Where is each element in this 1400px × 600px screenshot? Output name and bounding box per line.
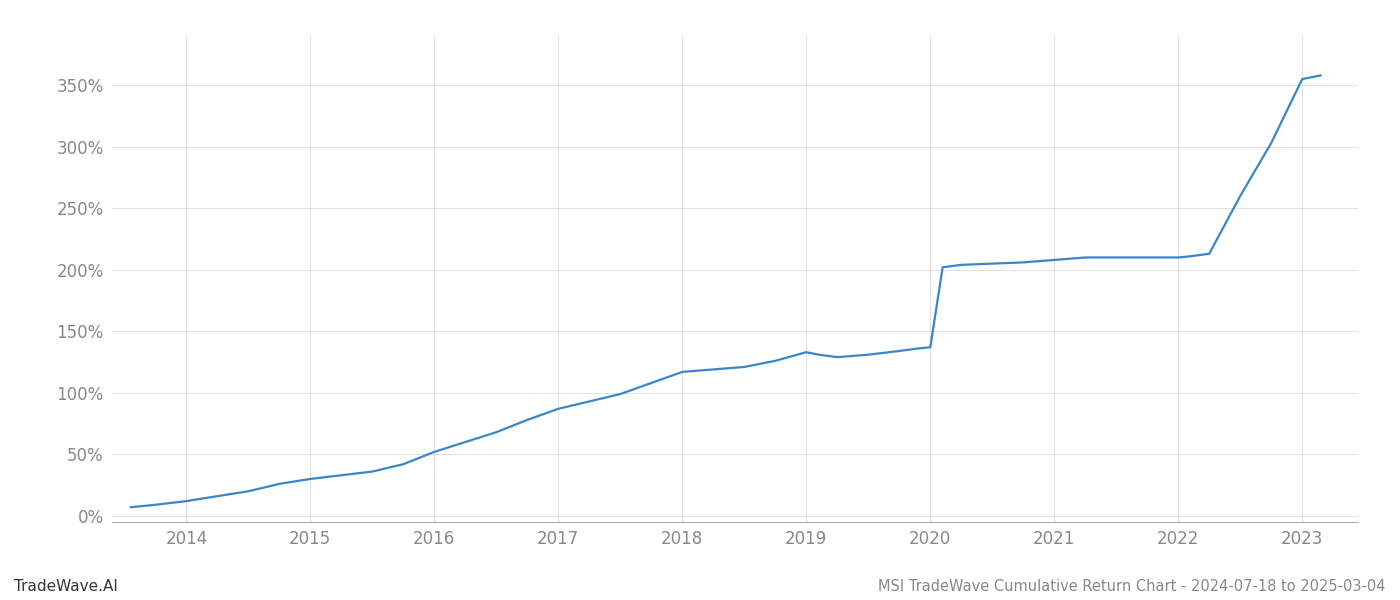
Text: TradeWave.AI: TradeWave.AI xyxy=(14,579,118,594)
Text: MSI TradeWave Cumulative Return Chart - 2024-07-18 to 2025-03-04: MSI TradeWave Cumulative Return Chart - … xyxy=(879,579,1386,594)
